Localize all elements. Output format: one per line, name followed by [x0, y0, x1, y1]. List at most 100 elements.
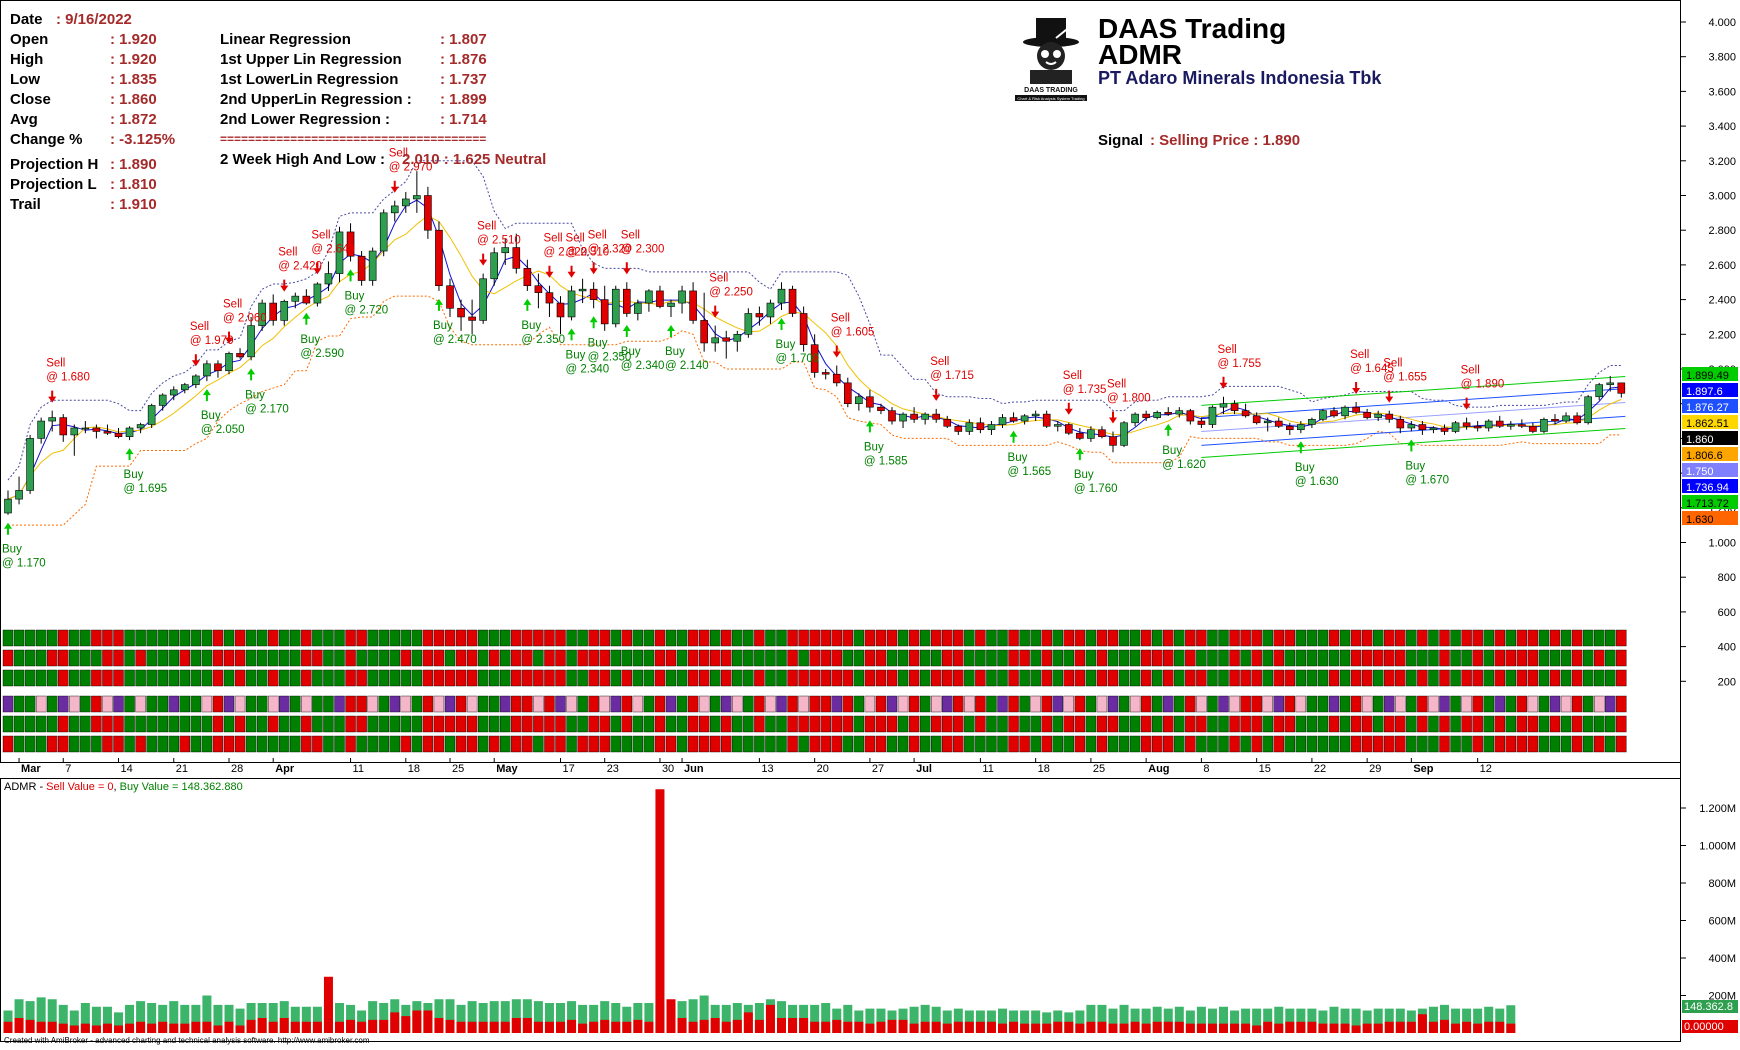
- indicator-strip-cell: [179, 715, 191, 733]
- indicator-strip-cell: [157, 715, 168, 733]
- indicator-strip-cell: [1439, 715, 1450, 733]
- indicator-strip-cell: [489, 629, 500, 647]
- indicator-strip-cell: [1582, 735, 1594, 753]
- volume-ticker: ADMR -: [4, 781, 46, 793]
- candle-up: [1595, 384, 1603, 398]
- two-week-value: 2.010 : 1.625 Neutral: [402, 151, 546, 168]
- volume-buy-bar: [1174, 1006, 1184, 1033]
- indicator-strip-cell: [964, 715, 975, 733]
- indicator-strip-cell: [13, 649, 25, 667]
- indicator-strip-cell: [610, 649, 621, 667]
- y-tick-label: 2.200: [1708, 329, 1736, 341]
- candle-down: [59, 417, 68, 436]
- indicator-strip-cell: [102, 669, 113, 687]
- sell-signal-label: Sell: [1107, 378, 1126, 390]
- indicator-strip-cell: [897, 649, 909, 667]
- indicator-strip-cell: [1240, 629, 1251, 647]
- indicator-strip-cell: [1428, 649, 1439, 667]
- volume-tick-label: 1.000M: [1699, 841, 1736, 853]
- indicator-strip-cell: [942, 735, 953, 753]
- brand-logo: DAAS TRADING Chart & Risk Analysis Syste…: [1015, 14, 1087, 101]
- volume-buy-bar: [1318, 1010, 1328, 1033]
- volume-buy-bar: [1440, 1004, 1449, 1033]
- indicator-strip-cell: [864, 649, 876, 667]
- volume-buy-bar: [843, 1004, 853, 1033]
- volume-buy-bar: [1428, 1006, 1438, 1033]
- indicator-strip-cell: [533, 695, 544, 713]
- volume-buy-bar: [246, 1003, 256, 1033]
- volume-sell-bar: [1428, 1021, 1438, 1033]
- indicator-strip-cell: [953, 695, 964, 713]
- indicator-strip-cell: [1030, 735, 1041, 753]
- indicator-strip-cell: [1295, 669, 1307, 687]
- volume-sell-bar: [533, 1021, 543, 1033]
- volume-sell-bar: [268, 1021, 278, 1033]
- candle-down: [1164, 412, 1173, 415]
- indicator-strip-cell: [621, 735, 632, 753]
- indicator-strip-cell: [69, 695, 80, 713]
- volume-tick-label: 400M: [1708, 953, 1736, 965]
- indicator-strip-cell: [522, 649, 533, 667]
- candle-up: [181, 384, 189, 391]
- buy-arrow-icon: [434, 298, 443, 311]
- volume-buy-bar: [379, 1003, 389, 1033]
- indicator-strip-cell: [975, 695, 986, 713]
- indicator-strip-cell: [1406, 735, 1417, 753]
- volume-sell-bar: [467, 1021, 477, 1033]
- volume-sell-bar: [1152, 1021, 1162, 1033]
- info-change-label: Change %: [10, 131, 83, 148]
- indicator-strip-cell: [13, 695, 25, 713]
- indicator-strip-cell: [632, 735, 644, 753]
- price-tag-bg: [1682, 415, 1738, 429]
- indicator-strip-cell: [268, 695, 279, 713]
- candle-down: [888, 410, 896, 422]
- indicator-strip-cell: [975, 629, 986, 647]
- volume-sell-bar: [964, 1021, 974, 1033]
- indicator-strip-cell: [931, 629, 942, 647]
- candle-down: [810, 344, 819, 373]
- volume-sell-bar: [80, 1023, 90, 1033]
- indicator-strip-cell: [1605, 629, 1616, 647]
- buy-signal-label: @ 1.700: [776, 353, 820, 365]
- indicator-strip-cell: [411, 649, 423, 667]
- indicator-strip-cell: [798, 715, 809, 733]
- volume-sell-bar: [279, 1018, 289, 1033]
- indicator-strip-cell: [820, 735, 831, 753]
- indicator-strip-cell: [312, 695, 323, 713]
- indicator-strip-cell: [1174, 735, 1185, 753]
- indicator-strip-cell: [1041, 715, 1052, 733]
- indicator-strip-cell: [721, 715, 732, 733]
- indicator-strip-cell: [942, 715, 953, 733]
- candle-down: [1241, 410, 1250, 417]
- volume-sell-bar: [1373, 1023, 1383, 1033]
- buy-signal-label: Buy: [124, 469, 144, 481]
- ticker-title: ADMR: [1098, 39, 1182, 70]
- indicator-strip-cell: [212, 649, 224, 667]
- indicator-strip-cell: [798, 735, 809, 753]
- indicator-strip-cell: [1284, 649, 1296, 667]
- indicator-strip-cell: [323, 669, 334, 687]
- indicator-strip-cell: [942, 629, 953, 647]
- candle-down: [932, 413, 941, 420]
- indicator-strip-cell: [743, 649, 754, 667]
- indicator-strip-cell: [1140, 735, 1152, 753]
- indicator-strip-cell: [1472, 629, 1483, 647]
- x-tick-label: Apr: [275, 763, 295, 775]
- indicator-strip-cell: [776, 695, 787, 713]
- x-tick-label: 12: [1480, 763, 1492, 775]
- indicator-strip-cell: [201, 649, 213, 667]
- indicator-strip-cell: [533, 669, 544, 687]
- indicator-strip-cell: [599, 735, 610, 753]
- candle-up: [1584, 396, 1592, 424]
- indicator-strip-cell: [35, 695, 47, 713]
- footer-credit: Created with AmiBroker - advanced charti…: [4, 1036, 370, 1045]
- indicator-strip-cell: [511, 735, 522, 753]
- buy-signal-label: Buy: [201, 410, 221, 422]
- indicator-strip-cell: [1560, 735, 1572, 753]
- indicator-strip-cell: [721, 649, 732, 667]
- x-tick-label: Aug: [1148, 763, 1169, 775]
- sell-signal-label: Sell: [1350, 349, 1369, 361]
- indicator-strip-cell: [1240, 649, 1251, 667]
- indicator-strip-cell: [1339, 695, 1351, 713]
- indicator-strip-cell: [1560, 715, 1572, 733]
